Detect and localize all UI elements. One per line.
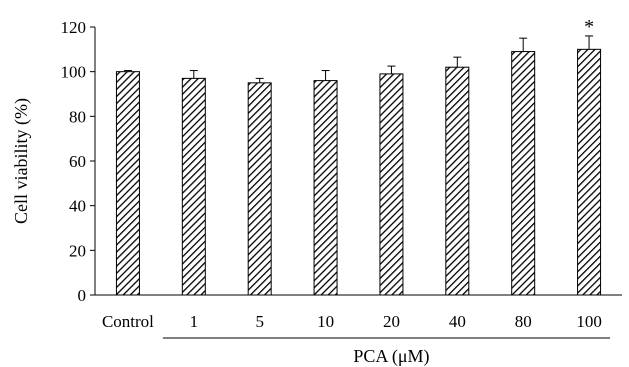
y-tick-label: 80 [69,107,86,126]
y-tick-label: 60 [69,152,86,171]
significance-marker: * [584,16,594,38]
x-tick-label: 5 [255,312,264,331]
y-tick-label: 40 [69,197,86,216]
x-tick-label: 100 [576,312,602,331]
y-axis-title: Cell viability (%) [11,98,32,224]
bar [181,77,206,296]
bar [445,66,470,296]
y-axis-ticks: 0 20 40 60 80 100 120 [61,18,95,305]
bar [511,51,536,296]
significance-markers: * [584,16,594,38]
bar [115,71,140,296]
x-axis-title: PCA (μM) [353,346,429,367]
bar [313,80,338,296]
bars [115,48,602,296]
bar [577,48,602,296]
error-bars [123,35,594,83]
bar [247,82,272,296]
x-tick-label: 10 [317,312,334,331]
x-tick-label: 20 [383,312,400,331]
x-tick-label: 40 [449,312,466,331]
y-tick-label: 120 [61,18,87,37]
x-axis-tick-labels: Control 1 5 10 20 40 80 100 [102,312,602,331]
x-tick-label: Control [102,312,154,331]
bar [379,73,404,296]
y-tick-label: 100 [61,63,87,82]
y-tick-label: 20 [69,241,86,260]
x-tick-label: 80 [515,312,532,331]
x-tick-label: 1 [190,312,199,331]
y-tick-label: 0 [78,286,87,305]
